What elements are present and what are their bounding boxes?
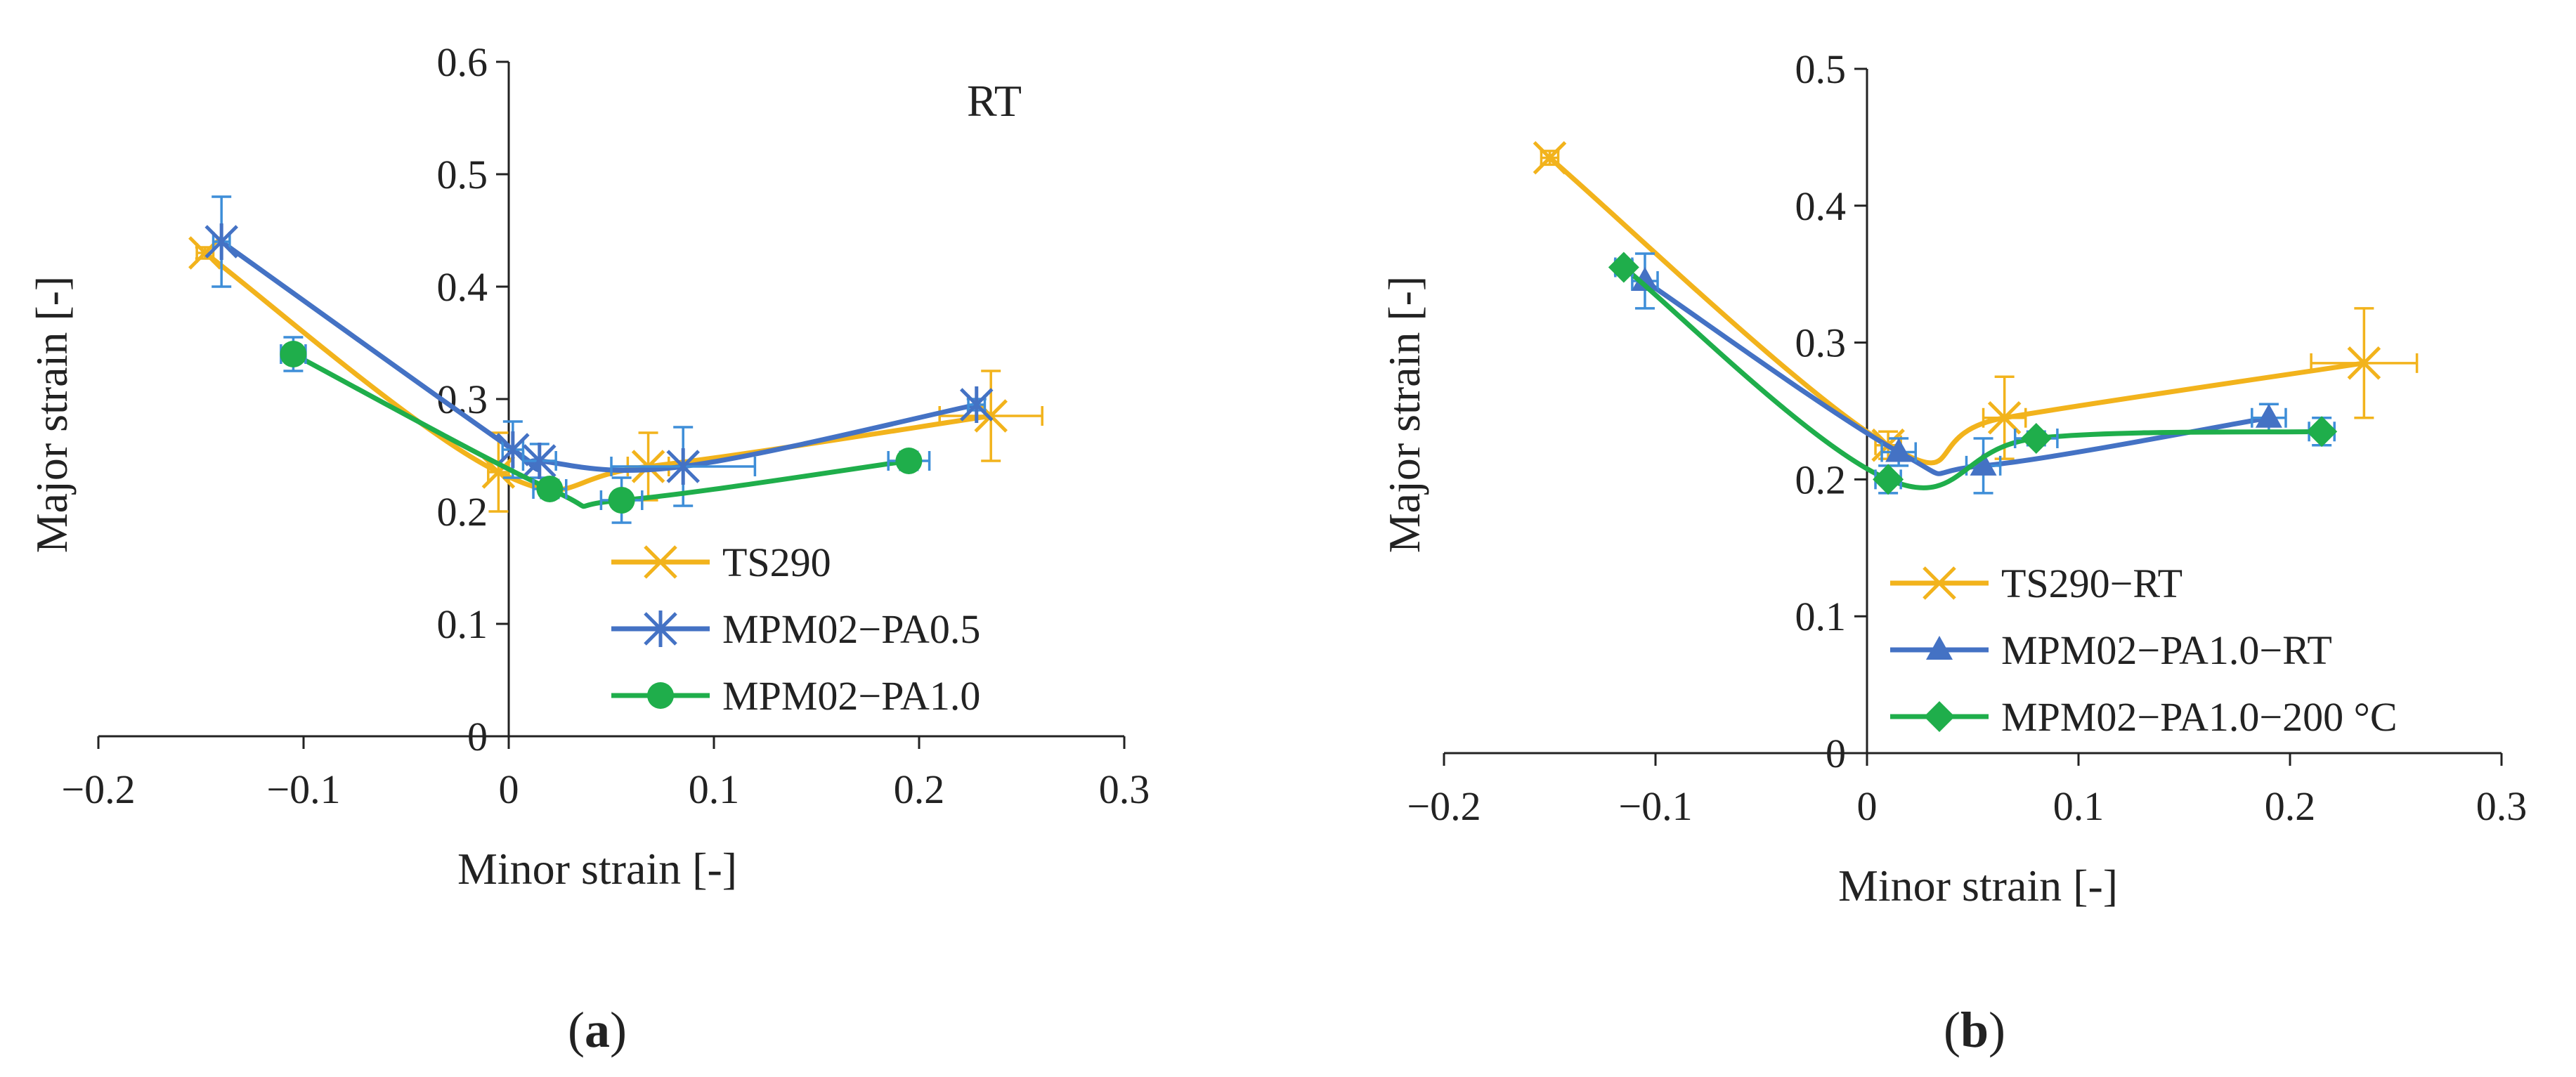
legend-label: MPM02−PA1.0−200 °C <box>2001 694 2398 740</box>
y-axis-title: Major strain [-] <box>1379 276 1429 554</box>
x-axis-title: Minor strain [-] <box>1838 861 2118 910</box>
y-tick-label: 0.4 <box>437 264 488 310</box>
x-axis-title: Minor strain [-] <box>457 844 737 894</box>
panel-label-letter: b <box>1960 1002 1989 1058</box>
y-tick-label: 0.5 <box>437 152 488 197</box>
data-point <box>1873 464 1904 495</box>
legend-label: TS290 <box>722 540 831 585</box>
x-tick-label: 0.1 <box>2053 783 2105 829</box>
series-line <box>1622 265 2322 490</box>
legend-marker <box>1924 701 1955 732</box>
x-tick-label: 0.3 <box>2476 783 2528 829</box>
data-point <box>2255 403 2282 428</box>
legend-marker <box>1926 636 1953 660</box>
series-line <box>203 251 991 492</box>
y-tick-label: 0.4 <box>1795 183 1847 229</box>
panel-label: (b) <box>1944 1002 2005 1058</box>
x-tick-label: 0 <box>1857 783 1878 829</box>
series-0 <box>188 236 1043 513</box>
panel-label-letter: a <box>585 1002 610 1058</box>
x-tick-label: −0.1 <box>1618 783 1692 829</box>
legend-label: TS290−RT <box>2001 561 2183 606</box>
data-point <box>895 448 923 474</box>
annotation-label: RT <box>967 76 1022 126</box>
series-2 <box>280 336 931 524</box>
series-line <box>1643 279 2270 476</box>
data-point <box>2020 422 2052 454</box>
y-tick-label: 0.3 <box>1795 320 1847 366</box>
y-axis-title: Major strain [-] <box>27 276 77 554</box>
data-point <box>959 386 994 423</box>
legend: TS290 MPM02−PA0.5 MPM02−PA1.0 <box>611 540 980 719</box>
x-tick-label: −0.2 <box>1407 783 1481 829</box>
legend-label: MPM02−PA1.0−RT <box>2001 627 2332 673</box>
legend-label: MPM02−PA0.5 <box>722 606 980 652</box>
legend-marker <box>647 682 674 709</box>
data-point <box>1970 451 1997 476</box>
series-1 <box>1631 252 2287 495</box>
series-1 <box>204 195 994 507</box>
x-tick-label: 0.3 <box>1099 766 1150 812</box>
data-point <box>1608 252 1639 283</box>
panel-label: (a) <box>568 1002 627 1058</box>
data-point <box>666 448 700 485</box>
chart-panel-b: −0.2 −0.1 0 0.1 0.2 0.3 0 0.1 0.2 0.3 0.4 0.5 Minor … <box>1379 46 2527 1058</box>
panel-label-open: ( <box>1944 1002 1960 1058</box>
legend-marker <box>644 545 677 579</box>
x-tick-label: −0.2 <box>61 766 135 812</box>
y-tick-label: 0.1 <box>437 601 488 647</box>
data-point <box>1987 400 2022 435</box>
x-tick-label: 0 <box>499 766 519 812</box>
y-tick-label: 0.6 <box>437 39 488 85</box>
y-tick-label: 0.1 <box>1795 594 1847 639</box>
data-point <box>481 455 516 489</box>
legend: TS290−RT MPM02−PA1.0−RT MPM02−PA1.0−200 °C <box>1890 561 2398 740</box>
x-tick-label: 0.2 <box>894 766 945 812</box>
y-tick-label: 0.2 <box>437 489 488 535</box>
series-2 <box>1608 252 2338 495</box>
panel-label-close: ) <box>1989 1002 2005 1058</box>
y-tick-label: 0 <box>467 714 488 759</box>
data-point <box>1885 438 1913 462</box>
series-line <box>292 351 909 509</box>
data-point <box>2306 416 2338 448</box>
panel-label-close: ) <box>610 1002 627 1058</box>
legend-marker <box>644 611 677 647</box>
panel-label-open: ( <box>568 1002 585 1058</box>
legend-label: MPM02−PA1.0 <box>722 673 980 719</box>
data-point <box>1533 141 1567 175</box>
data-point <box>1631 266 1658 291</box>
data-point <box>204 223 238 260</box>
x-tick-label: −0.1 <box>266 766 340 812</box>
chart-panel-a: −0.2 −0.1 0 0.1 0.2 0.300.10.20.30.40.50.6Min… <box>27 39 1150 1058</box>
data-point <box>280 341 307 367</box>
y-tick-label: 0 <box>1826 731 1846 776</box>
data-point <box>2347 346 2381 380</box>
legend-marker <box>1923 566 1956 600</box>
x-tick-label: 0.2 <box>2265 783 2316 829</box>
y-tick-label: 0.5 <box>1795 46 1847 92</box>
data-point <box>523 443 557 479</box>
series-line <box>1548 155 2364 466</box>
series-0 <box>1533 141 2419 466</box>
data-point <box>608 487 635 514</box>
data-point <box>536 476 564 502</box>
y-tick-label: 0.2 <box>1795 457 1847 502</box>
x-tick-label: 0.1 <box>689 766 740 812</box>
